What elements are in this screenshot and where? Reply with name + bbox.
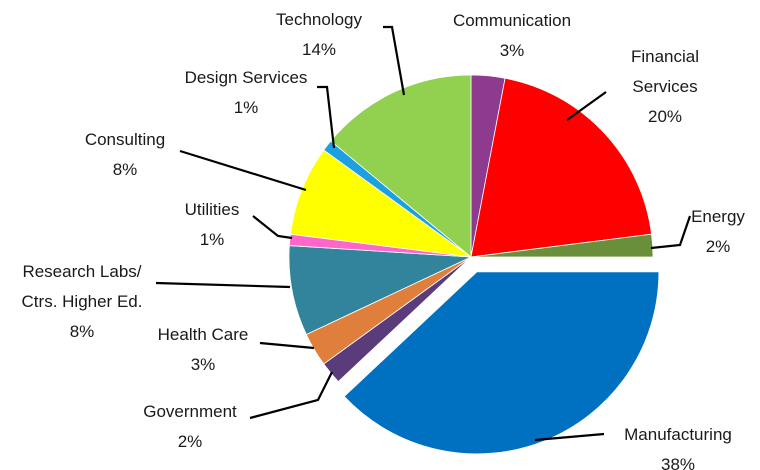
- slice-technology: [330, 74, 472, 258]
- data-label-communication: Communication 3%: [453, 11, 571, 60]
- leader-line-consulting: [179, 149, 307, 192]
- leader-line-design-services: [317, 85, 336, 149]
- slice-consulting: [289, 149, 472, 258]
- slice-labels: Communication 3% Financial Services 20% Energ…: [22, 10, 746, 470]
- data-label-health-care: Health Care 3%: [158, 325, 249, 374]
- leader-line-government: [249, 371, 333, 420]
- slice-financial-services: [470, 77, 653, 258]
- data-label-government: Government 2%: [143, 402, 237, 451]
- leader-lines: [155, 25, 692, 442]
- data-label-financial-services: Financial Services 20%: [631, 47, 699, 126]
- data-label-utilities: Utilities 1%: [185, 200, 240, 249]
- data-label-design-services: Design Services 1%: [185, 68, 308, 117]
- leader-line-health-care: [259, 341, 315, 350]
- pie-slices: [288, 74, 660, 455]
- data-label-research-labs-ctrs-higher-ed: Research Labs/Ctrs. Higher Ed. 8%: [22, 262, 143, 341]
- data-label-energy: Energy 2%: [691, 207, 745, 256]
- leader-line-technology: [383, 25, 406, 96]
- data-label-manufacturing: Manufacturing 38%: [624, 425, 732, 470]
- slice-research-labs-ctrs-higher-ed: [288, 245, 472, 336]
- leader-line-research-labs-ctrs-higher-ed: [155, 281, 291, 289]
- slice-energy: [470, 233, 654, 258]
- data-label-consulting: Consulting 8%: [85, 130, 165, 179]
- slice-manufacturing: [343, 271, 660, 455]
- leader-line-financial-services: [566, 91, 607, 121]
- data-label-technology: Technology 14%: [276, 10, 363, 59]
- leader-line-manufacturing: [534, 432, 605, 442]
- leader-line-energy: [650, 215, 692, 250]
- leader-line-utilities: [252, 215, 293, 240]
